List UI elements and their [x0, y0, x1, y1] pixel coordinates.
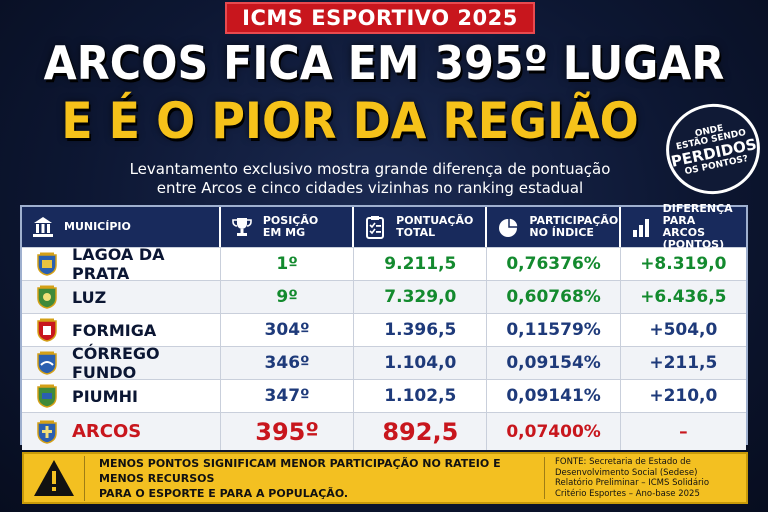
header-diferenca-label: DIFERENÇA PARA ARCOS (PONTOS) — [662, 202, 733, 251]
clipboard-icon — [362, 214, 388, 240]
table-row: LUZ 9º 7.329,0 0,60768% +6.436,5 — [22, 280, 746, 313]
trophy-icon — [229, 214, 255, 240]
row-diferenca: +210,0 — [649, 386, 718, 406]
row-posicao: 1º — [221, 248, 355, 280]
table-row: CÓRREGO FUNDO 346º 1.104,0 0,09154% +211… — [22, 344, 746, 382]
warning-icon — [24, 458, 84, 498]
row-pontuacao: 1.104,0 — [354, 347, 488, 379]
header-pontuacao: PONTUAÇÃO TOTAL — [354, 207, 488, 247]
subtitle-line1: Levantamento exclusivo mostra grande dif… — [129, 160, 611, 178]
row-participacao: 0,11579% — [487, 314, 621, 346]
header-diferenca: DIFERENÇA PARA ARCOS (PONTOS) — [621, 203, 746, 251]
header-participacao-label: PARTICIPAÇÃO NO ÍNDICE — [529, 214, 619, 239]
pie-chart-icon — [495, 214, 521, 240]
city-crest-icon — [37, 420, 57, 444]
header-participacao: PARTICIPAÇÃO NO ÍNDICE — [487, 207, 621, 247]
row-participacao: 0,07400% — [487, 413, 621, 450]
row-diferenca: +6.436,5 — [640, 287, 727, 307]
row-municipio: LAGOA DA PRATA — [22, 245, 221, 283]
row-pontuacao: 1.102,5 — [354, 380, 488, 412]
row-participacao: 0,76376% — [487, 248, 621, 280]
header-municipio-label: MUNICÍPIO — [64, 220, 131, 233]
bar-chart-icon — [629, 214, 655, 240]
table-header: MUNICÍPIO POSIÇÃO EM MG PONTUAÇÃO TOTAL PA… — [22, 203, 746, 251]
city-hall-icon — [30, 214, 56, 240]
row-diferenca: +504,0 — [649, 320, 718, 340]
table-row: FORMIGA 304º 1.396,5 0,11579% +504,0 — [22, 313, 746, 346]
table-row: PIUMHI 347º 1.102,5 0,09141% +210,0 — [22, 379, 746, 412]
row-participacao: 0,60768% — [487, 281, 621, 313]
table-row-highlight: ARCOS 395º 892,5 0,07400% – — [22, 412, 746, 450]
row-participacao: 0,09154% — [487, 347, 621, 379]
table-row: LAGOA DA PRATA 1º 9.211,5 0,76376% +8.31… — [22, 245, 746, 283]
row-posicao: 346º — [221, 347, 355, 379]
subtitle-line2: entre Arcos e cinco cidades vizinhas no … — [156, 179, 584, 197]
subtitle: Levantamento exclusivo mostra grande dif… — [0, 160, 740, 198]
header-posicao-label: POSIÇÃO EM MG — [262, 214, 319, 239]
row-diferenca: – — [679, 421, 688, 442]
row-pontuacao: 7.329,0 — [354, 281, 488, 313]
row-municipio: PIUMHI — [22, 380, 221, 412]
row-pontuacao: 1.396,5 — [354, 314, 488, 346]
headline-line1: ARCOS FICA EM 395º LUGAR — [43, 36, 725, 90]
city-crest-icon — [37, 384, 57, 408]
headline-line2: E É O PIOR DA REGIÃO — [61, 92, 639, 150]
city-crest-icon — [37, 285, 57, 309]
city-crest-icon — [37, 351, 57, 375]
row-diferenca: +8.319,0 — [640, 254, 727, 274]
row-municipio: CÓRREGO FUNDO — [22, 344, 221, 382]
header-pontuacao-label: PONTUAÇÃO TOTAL — [396, 214, 474, 239]
header-municipio: MUNICÍPIO — [22, 207, 221, 247]
city-crest-icon — [37, 318, 57, 342]
top-badge: ICMS ESPORTIVO 2025 — [225, 2, 535, 34]
ranking-table: MUNICÍPIO POSIÇÃO EM MG PONTUAÇÃO TOTAL PA… — [20, 203, 748, 450]
row-pontuacao: 9.211,5 — [354, 248, 488, 280]
source-note: FONTE: Secretaria de Estado de Desenvolv… — [544, 457, 746, 499]
row-municipio: FORMIGA — [22, 314, 221, 346]
row-posicao: 9º — [221, 281, 355, 313]
row-pontuacao: 892,5 — [354, 413, 488, 450]
row-municipio: ARCOS — [22, 413, 221, 450]
city-crest-icon — [37, 252, 57, 276]
warning-banner: MENOS PONTOS SIGNIFICAM MENOR PARTICIPAÇ… — [22, 452, 748, 504]
row-participacao: 0,09141% — [487, 380, 621, 412]
row-posicao: 347º — [221, 380, 355, 412]
warning-text: MENOS PONTOS SIGNIFICAM MENOR PARTICIPAÇ… — [84, 455, 536, 501]
row-municipio: LUZ — [22, 281, 221, 313]
row-posicao: 304º — [221, 314, 355, 346]
header-posicao: POSIÇÃO EM MG — [221, 207, 355, 247]
row-diferenca: +211,5 — [649, 353, 718, 373]
row-posicao: 395º — [221, 413, 355, 450]
